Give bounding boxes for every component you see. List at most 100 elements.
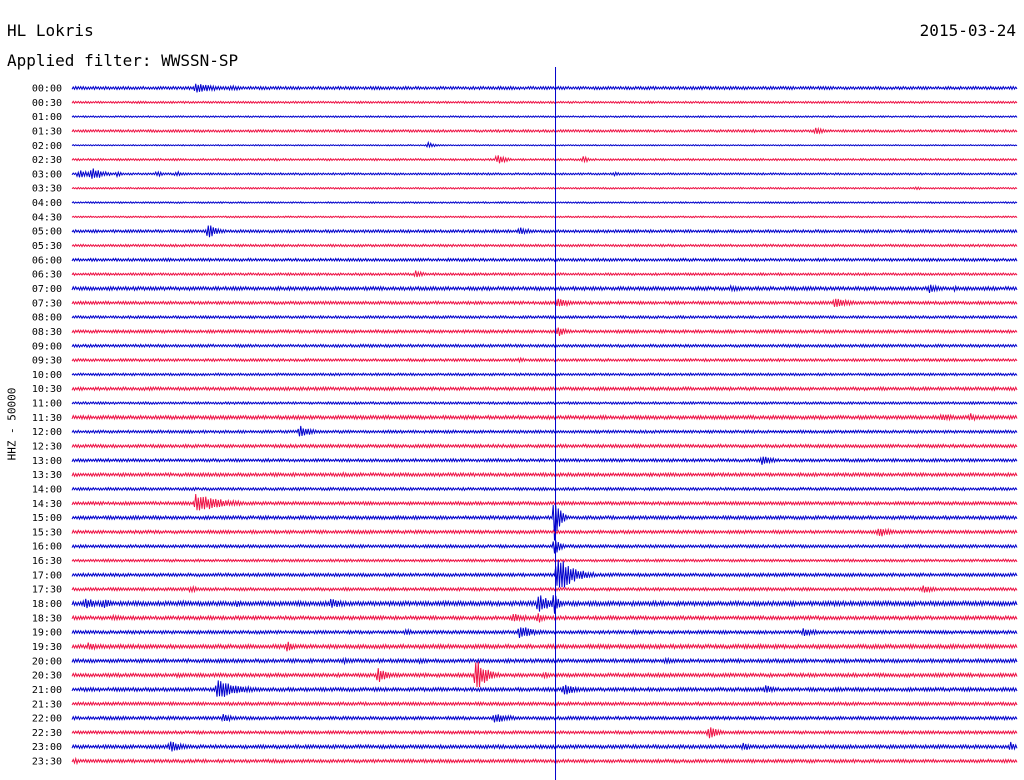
trace-row <box>71 494 1018 511</box>
trace-row <box>71 115 1018 119</box>
trace-row <box>71 200 1018 205</box>
station-title: HL Lokris <box>7 21 94 40</box>
trace-row <box>71 560 1018 588</box>
row-time-label: 10:00 <box>32 370 62 381</box>
trace-row <box>71 680 1018 697</box>
row-time-label: 17:00 <box>32 570 62 581</box>
row-time-label: 15:00 <box>32 513 62 524</box>
trace-row <box>71 326 1018 336</box>
trace-row <box>71 225 1018 238</box>
row-time-label: 07:00 <box>32 284 62 295</box>
trace-row <box>71 641 1018 652</box>
trace-row <box>71 413 1018 422</box>
row-time-label: 05:00 <box>32 227 62 238</box>
trace-row <box>71 215 1018 219</box>
row-time-label: 10:30 <box>32 384 62 395</box>
trace-row <box>71 584 1018 594</box>
trace-row <box>71 540 1018 554</box>
row-time-label: 20:00 <box>32 656 62 667</box>
trace-row <box>71 627 1018 639</box>
trace-row <box>71 270 1018 278</box>
trace-row <box>71 456 1018 465</box>
row-time-label: 20:30 <box>32 671 62 682</box>
trace-row <box>71 727 1018 739</box>
trace-row <box>71 504 1018 541</box>
row-time-label: 09:00 <box>32 341 62 352</box>
trace-row <box>71 425 1018 437</box>
row-time-label: 22:00 <box>32 714 62 725</box>
row-time-label: 05:30 <box>32 241 62 252</box>
trace-row <box>71 83 1018 93</box>
trace-row <box>71 443 1018 449</box>
date-label: 2015-03-24 <box>919 21 1016 40</box>
trace-row <box>71 527 1018 537</box>
trace-row <box>71 140 1018 149</box>
row-time-label: 18:00 <box>32 599 62 610</box>
row-time-label: 15:30 <box>32 527 62 538</box>
trace-row <box>71 372 1018 377</box>
row-time-label: 00:30 <box>32 98 62 109</box>
row-time-label: 14:30 <box>32 499 62 510</box>
row-time-label: 21:30 <box>32 699 62 710</box>
trace-row <box>71 243 1018 248</box>
trace-row <box>71 100 1018 105</box>
row-time-label: 09:30 <box>32 356 62 367</box>
trace-row <box>71 656 1018 666</box>
row-time-label: 02:30 <box>32 155 62 166</box>
row-time-label: 13:30 <box>32 470 62 481</box>
row-time-label: 21:00 <box>32 685 62 696</box>
trace-row <box>71 714 1018 723</box>
trace-row <box>71 284 1018 294</box>
row-time-label: 12:00 <box>32 427 62 438</box>
row-time-label: 19:30 <box>32 642 62 653</box>
row-time-label: 04:30 <box>32 212 62 223</box>
trace-row <box>71 595 1018 614</box>
trace-row <box>71 661 1018 688</box>
row-time-label: 04:00 <box>32 198 62 209</box>
trace-row <box>71 471 1018 478</box>
trace-row <box>71 385 1018 392</box>
row-time-label: 07:30 <box>32 298 62 309</box>
trace-row <box>71 257 1018 263</box>
row-time-label: 12:30 <box>32 442 62 453</box>
row-time-label: 02:00 <box>32 141 62 152</box>
row-time-label: 03:30 <box>32 184 62 195</box>
trace-row <box>71 298 1018 308</box>
row-time-label: 23:00 <box>32 742 62 753</box>
row-time-label: 01:30 <box>32 126 62 137</box>
trace-row <box>71 168 1018 179</box>
trace-row <box>71 400 1018 406</box>
row-time-label: 18:30 <box>32 613 62 624</box>
row-time-label: 00:00 <box>32 84 62 95</box>
trace-row <box>71 126 1018 135</box>
trace-row <box>71 154 1018 164</box>
row-time-label: 03:00 <box>32 169 62 180</box>
row-time-label: 17:30 <box>32 585 62 596</box>
trace-row <box>71 558 1018 563</box>
trace-row <box>71 314 1018 320</box>
row-time-label: 08:30 <box>32 327 62 338</box>
trace-row <box>71 486 1018 492</box>
row-time-label: 14:00 <box>32 484 62 495</box>
row-time-label: 08:00 <box>32 313 62 324</box>
trace-row <box>71 186 1018 191</box>
trace-row <box>71 756 1018 766</box>
row-time-label: 13:00 <box>32 456 62 467</box>
trace-row <box>71 356 1018 364</box>
row-time-label: 23:30 <box>32 757 62 768</box>
trace-row <box>71 700 1018 707</box>
row-time-label: 22:30 <box>32 728 62 739</box>
row-time-label: 16:00 <box>32 542 62 553</box>
row-time-label: 11:00 <box>32 399 62 410</box>
trace-row <box>71 343 1018 349</box>
row-time-label: 01:00 <box>32 112 62 123</box>
row-time-label: 11:30 <box>32 413 62 424</box>
row-time-label: 16:30 <box>32 556 62 567</box>
filter-subtitle: Applied filter: WWSSN-SP <box>7 51 239 70</box>
row-time-label: 06:00 <box>32 255 62 266</box>
trace-row <box>71 741 1018 752</box>
row-time-label: 06:30 <box>32 270 62 281</box>
row-time-label: 19:00 <box>32 628 62 639</box>
trace-row <box>71 613 1018 623</box>
